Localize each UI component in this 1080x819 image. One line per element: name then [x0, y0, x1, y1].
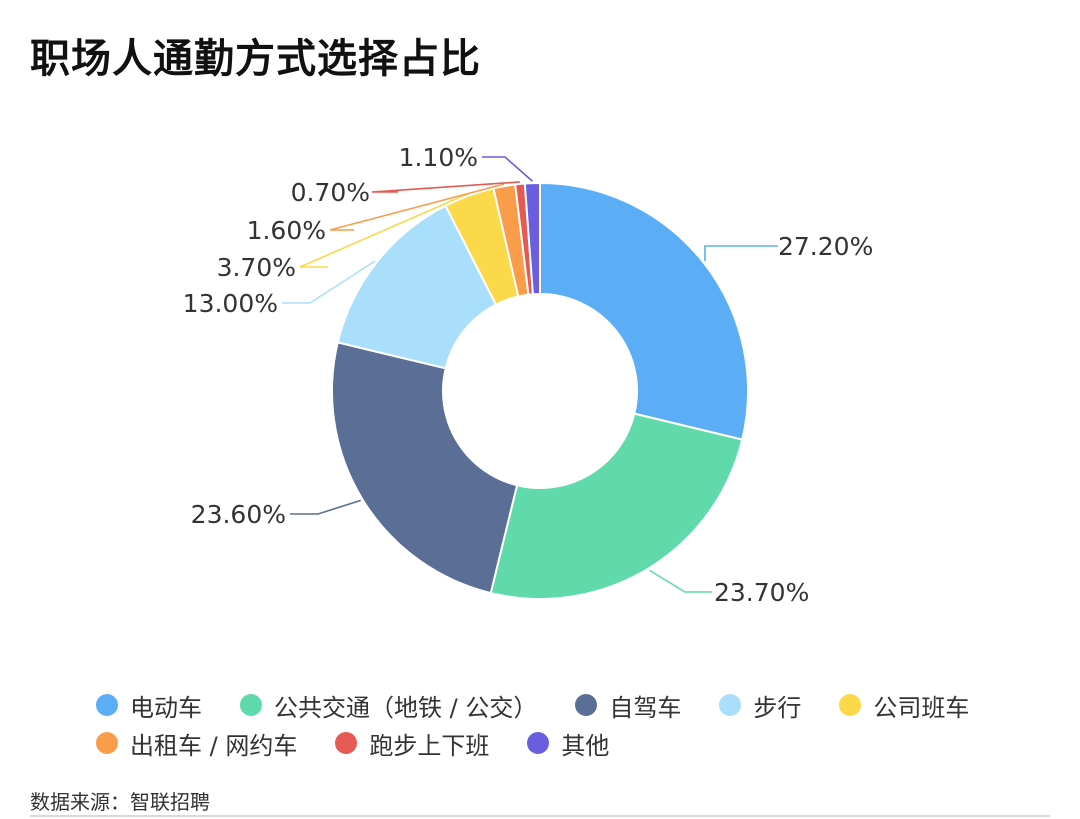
legend-dot-icon: [839, 694, 862, 716]
donut-slice: [539, 181, 749, 441]
legend-dot-icon: [96, 694, 118, 716]
legend-label: 其他: [561, 731, 610, 760]
donut-slice: [331, 341, 519, 595]
data-label: 0.70%: [291, 178, 370, 207]
data-label: 3.70%: [217, 253, 296, 282]
divider: [30, 815, 1050, 817]
data-label: 23.60%: [191, 500, 286, 529]
legend-row: 电动车 公共交通（地铁 / 公交） 自驾车 步行 公司班车: [96, 686, 1046, 724]
legend-item[interactable]: 其他: [527, 726, 609, 761]
leader-line: [329, 183, 505, 231]
legend-label: 公共交通（地铁 / 公交）: [274, 693, 538, 722]
legend-label: 自驾车: [609, 693, 682, 722]
leader-line: [704, 245, 778, 262]
legend-label: 公司班车: [873, 693, 970, 722]
legend: 电动车 公共交通（地铁 / 公交） 自驾车 步行 公司班车 出租车 / 网约车 跑步上下班…: [96, 686, 1046, 762]
legend-dot-icon: [575, 694, 598, 716]
donut-slice: [489, 412, 744, 600]
chart-title: 职场人通勤方式选择占比: [30, 36, 481, 82]
data-source: 数据来源：智联招聘: [30, 790, 210, 814]
leader-line: [282, 260, 376, 304]
leader-line: [482, 156, 533, 182]
legend-label: 跑步上下班: [369, 731, 490, 760]
legend-dot-icon: [335, 732, 358, 754]
donut-slice: [523, 181, 541, 296]
legend-dot-icon: [240, 694, 262, 716]
legend-dot-icon: [96, 732, 118, 754]
donut-chart: 27.20% 23.70% 23.60% 13.00% 3.70% 1.60% 0.70% 1…: [183, 143, 874, 607]
legend-item[interactable]: 公共交通（地铁 / 公交）: [240, 688, 537, 723]
slice-group: [331, 181, 749, 600]
legend-item[interactable]: 公司班车: [839, 688, 969, 723]
legend-row: 出租车 / 网约车 跑步上下班 其他: [96, 724, 1046, 762]
leader-line: [648, 569, 712, 593]
legend-label: 电动车: [130, 693, 202, 722]
leader-line-group: [282, 156, 778, 593]
data-label-group: 27.20% 23.70% 23.60% 13.00% 3.70% 1.60% 0.70% 1…: [183, 143, 874, 607]
data-label: 13.00%: [183, 289, 278, 318]
legend-dot-icon: [719, 694, 742, 716]
leader-line: [371, 181, 520, 193]
data-label: 27.20%: [778, 232, 873, 261]
legend-item[interactable]: 步行: [719, 688, 801, 723]
leader-line: [290, 499, 361, 515]
data-label: 23.70%: [714, 578, 809, 607]
data-label: 1.60%: [247, 216, 326, 245]
data-label: 1.10%: [399, 143, 478, 172]
legend-label: 步行: [753, 693, 802, 722]
legend-label: 出租车 / 网约车: [130, 731, 298, 760]
leader-line: [299, 192, 469, 268]
legend-item[interactable]: 跑步上下班: [335, 726, 489, 761]
legend-dot-icon: [527, 732, 550, 754]
legend-item[interactable]: 电动车: [96, 688, 202, 723]
legend-item[interactable]: 出租车 / 网约车: [96, 726, 297, 761]
legend-item[interactable]: 自驾车: [575, 688, 681, 723]
